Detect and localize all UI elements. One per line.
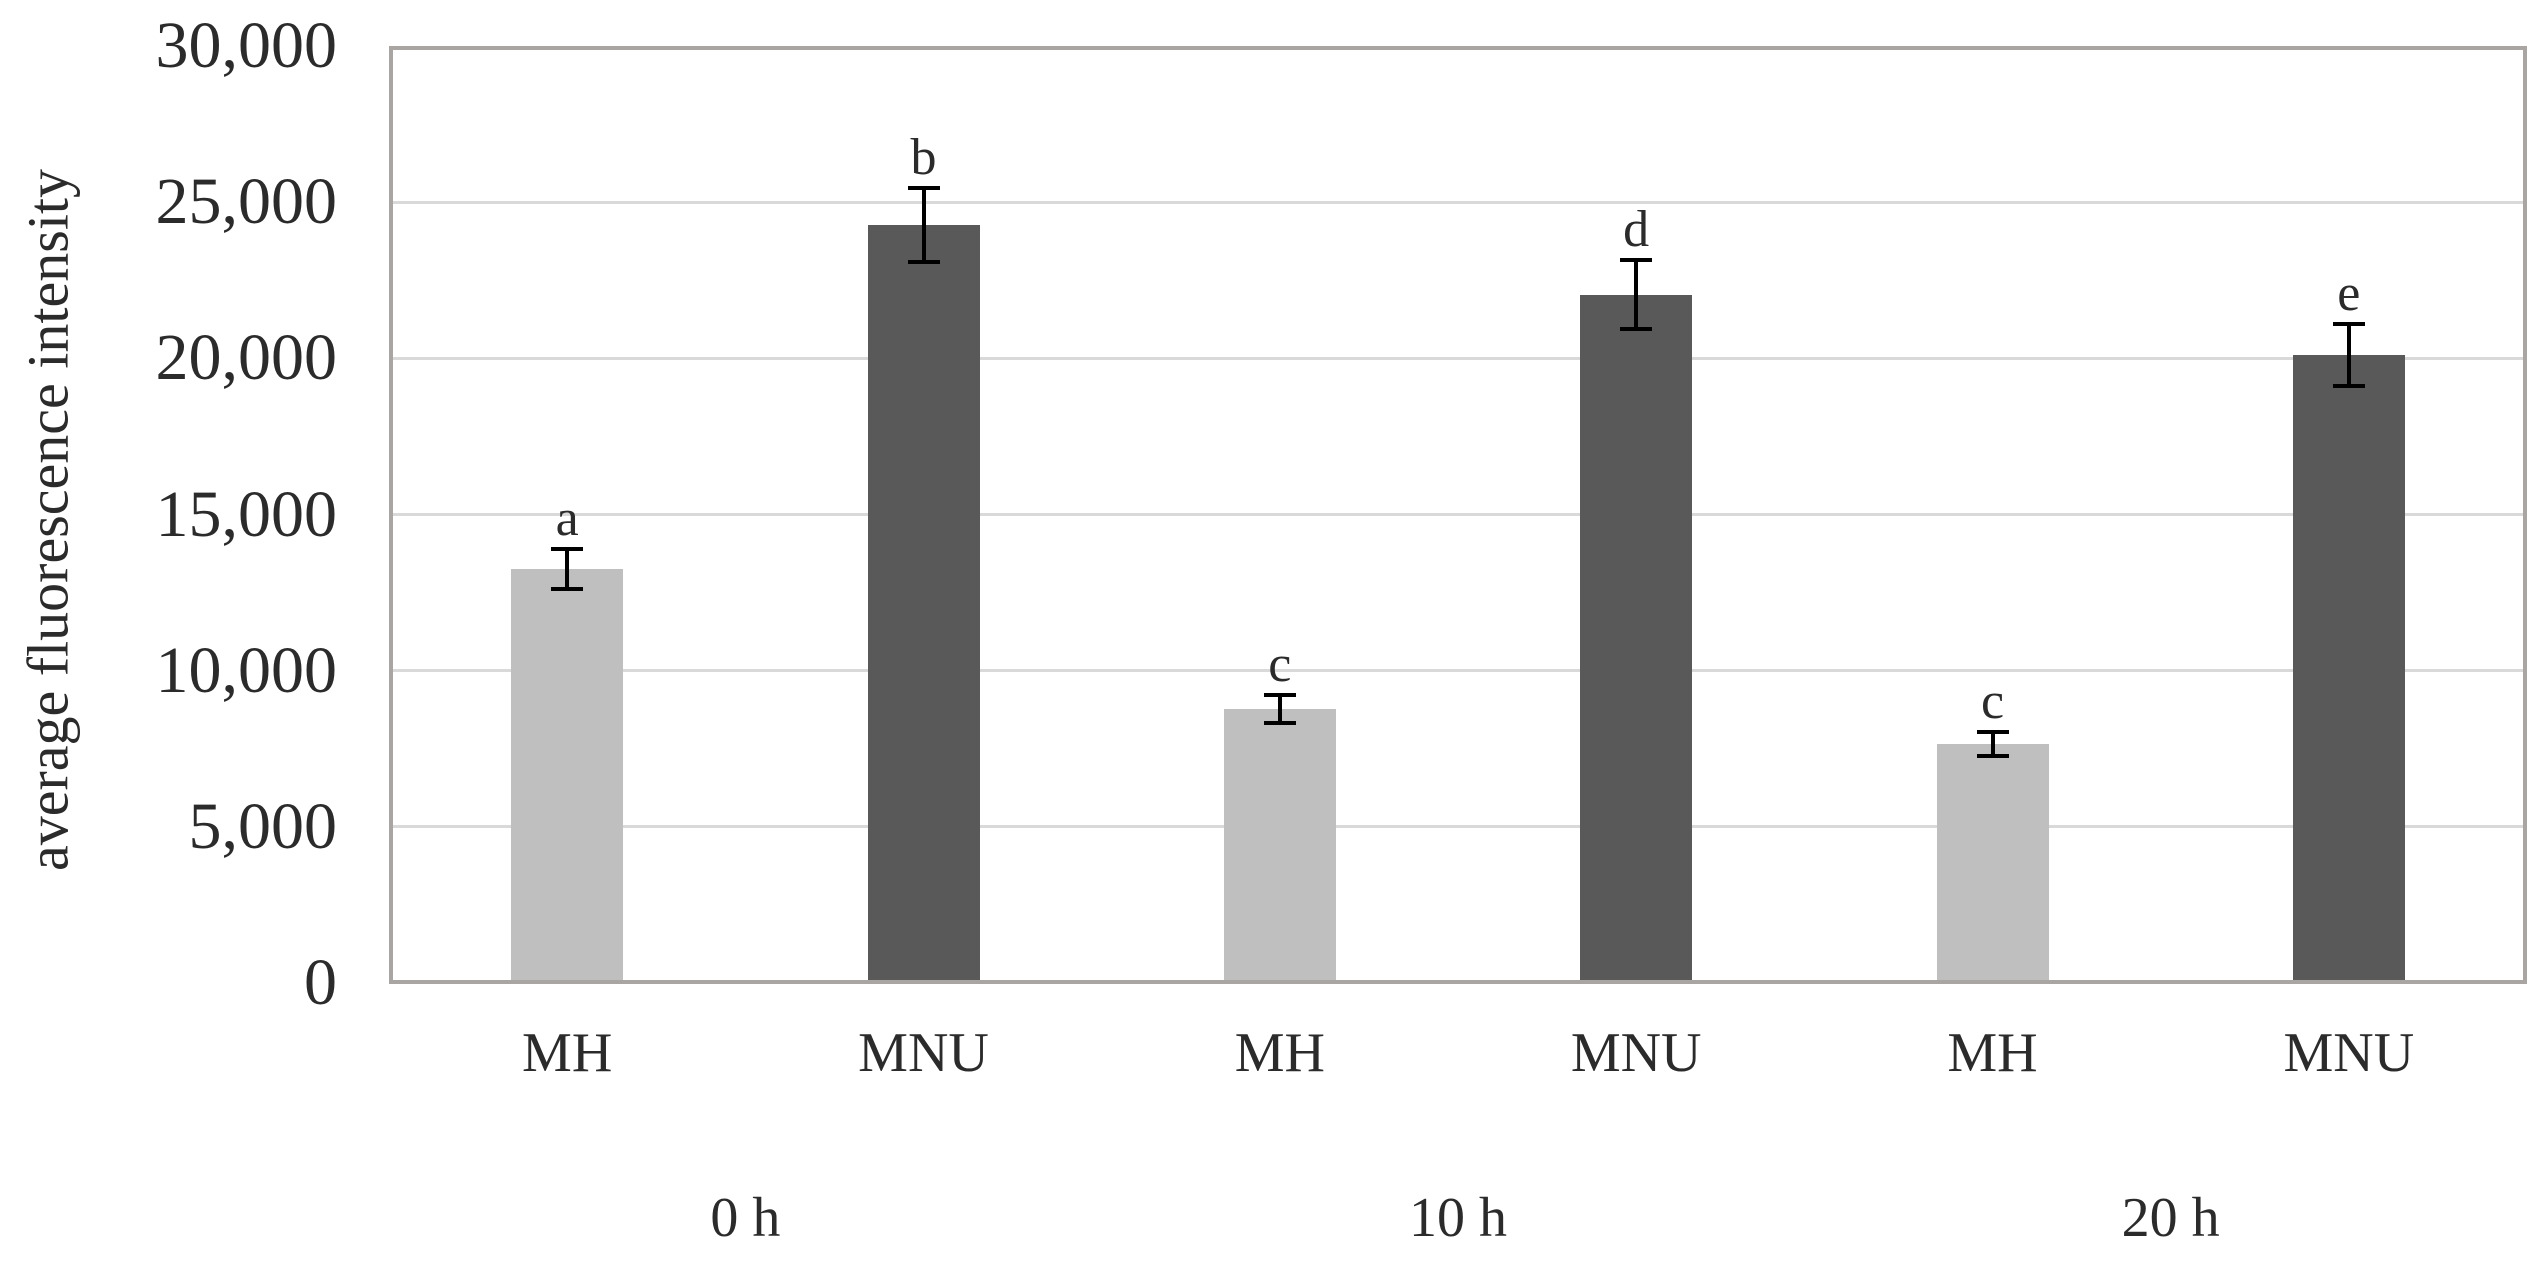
error-cap-top-mnu-0h — [907, 186, 940, 191]
gridline-5000 — [389, 825, 2527, 829]
bar-mh-20h — [1936, 744, 2049, 982]
x-category-label-mh-10h: MH — [1234, 1022, 1325, 1084]
error-cap-bottom-mnu-0h — [907, 259, 940, 264]
ytick-label-5000: 5,000 — [188, 789, 338, 863]
x-category-label-mnu-10h: MNU — [1570, 1022, 1702, 1084]
error-bar-mnu-10h — [1634, 259, 1639, 330]
sig-letter-e-mnu-20h: e — [2337, 264, 2361, 322]
ytick-label-25000: 25,000 — [155, 165, 338, 239]
error-cap-bottom-mh-20h — [1976, 754, 2009, 759]
error-cap-bottom-mnu-10h — [1620, 327, 1653, 332]
bar-mnu-10h — [1580, 294, 1693, 982]
ytick-label-0: 0 — [304, 946, 337, 1019]
error-bar-mh-0h — [565, 548, 570, 589]
bar-mh-0h — [511, 568, 624, 982]
error-cap-top-mnu-20h — [2332, 321, 2365, 326]
gridline-25000 — [389, 200, 2527, 204]
gridline-10000 — [389, 669, 2527, 673]
ytick-label-10000: 10,000 — [155, 633, 338, 707]
x-group-label-0h: 0 h — [710, 1187, 781, 1249]
sig-letter-c-mh-10h: c — [1268, 636, 1292, 694]
x-category-label-mh-0h: MH — [522, 1022, 613, 1084]
error-bar-mh-20h — [1990, 731, 1995, 757]
bar-mnu-20h — [2292, 354, 2405, 982]
bar-mh-10h — [1223, 708, 1336, 982]
x-group-label-10h: 10 h — [1409, 1187, 1507, 1249]
error-cap-bottom-mh-0h — [551, 586, 584, 591]
sig-letter-d-mnu-10h: d — [1623, 200, 1650, 258]
sig-letter-a-mh-0h: a — [555, 489, 579, 547]
ytick-label-30000: 30,000 — [155, 9, 338, 82]
ytick-label-20000: 20,000 — [155, 321, 338, 395]
error-cap-top-mnu-10h — [1620, 257, 1653, 262]
x-group-label-20h: 20 h — [2121, 1187, 2220, 1249]
gridline-15000 — [389, 513, 2527, 516]
error-bar-mnu-20h — [2346, 323, 2351, 387]
x-category-label-mh-20h: MH — [1947, 1022, 2038, 1084]
error-cap-top-mh-20h — [1976, 729, 2009, 734]
bar-mnu-0h — [867, 224, 980, 982]
sig-letter-c-mh-20h: c — [1980, 672, 2005, 730]
error-cap-top-mh-0h — [551, 546, 584, 551]
ytick-label-15000: 15,000 — [155, 477, 338, 551]
error-cap-bottom-mnu-20h — [2332, 384, 2365, 389]
x-category-label-mnu-20h: MNU — [2283, 1022, 2415, 1084]
error-bar-mnu-0h — [921, 188, 926, 262]
error-cap-top-mh-10h — [1263, 693, 1296, 698]
error-bar-mh-10h — [1277, 695, 1282, 723]
x-category-label-mnu-0h: MNU — [858, 1022, 989, 1084]
sig-letter-b-mnu-0h: b — [910, 129, 937, 187]
gridline-20000 — [389, 356, 2527, 360]
error-cap-bottom-mh-10h — [1263, 720, 1296, 725]
